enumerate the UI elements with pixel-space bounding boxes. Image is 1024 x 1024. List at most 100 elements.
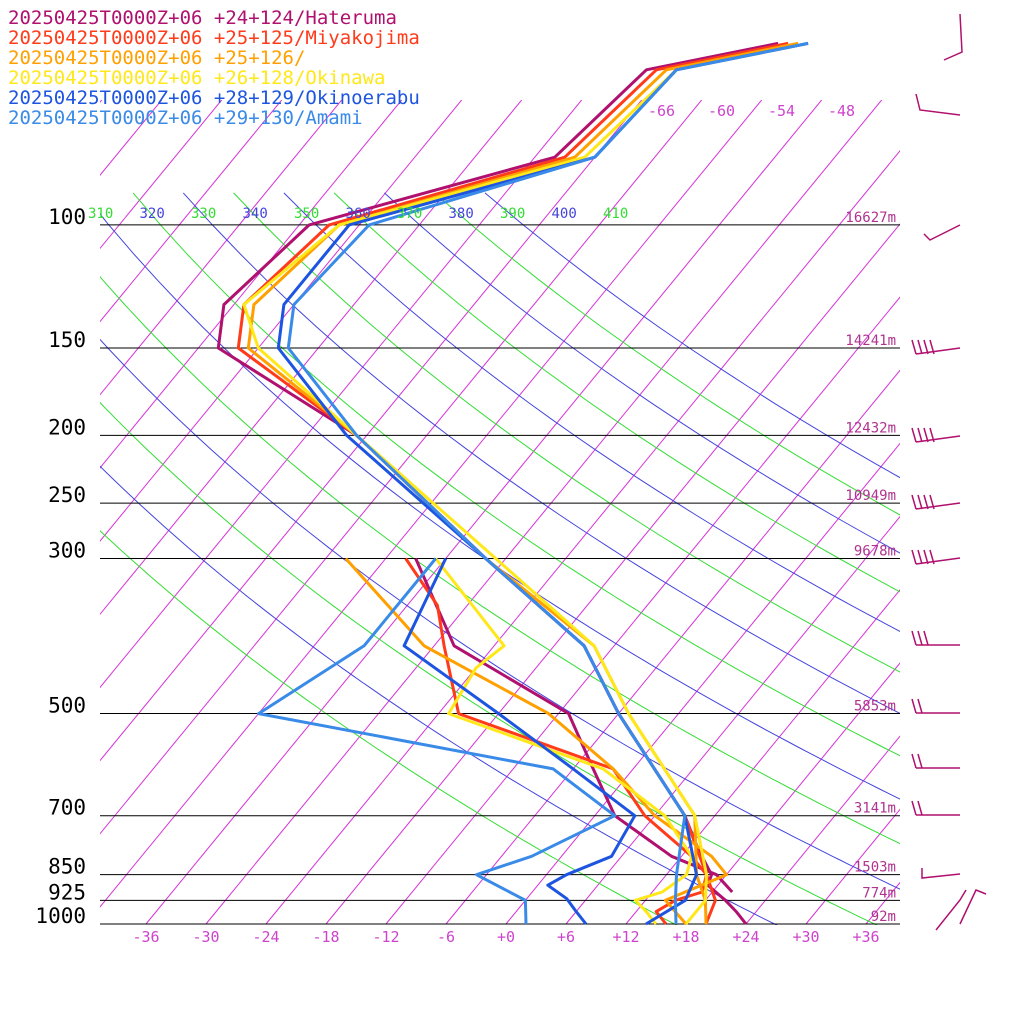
- theta-label: 350: [294, 206, 319, 222]
- sounding-profiles: [216, 41, 809, 926]
- wind-barb: [915, 93, 961, 116]
- dry-adiabat: [182, 192, 900, 715]
- height-label: 1503m: [854, 860, 896, 876]
- height-label: 774m: [862, 885, 896, 901]
- temperature-tick-label: -30: [192, 928, 219, 946]
- legend-entry: 20250425T0000Z+06 +25+125/Miyakojima: [8, 27, 420, 49]
- height-label: 14241m: [845, 333, 896, 349]
- isotherm: [100, 100, 703, 835]
- wind-barb: [911, 339, 961, 355]
- temperature-tick-label: +18: [672, 928, 699, 946]
- height-label: 10949m: [845, 488, 896, 504]
- isotherm: [926, 43, 1024, 924]
- theta-label: 390: [500, 206, 525, 222]
- dewpoint-line: [344, 557, 728, 925]
- wind-barb: [911, 800, 960, 816]
- temperature-line: [286, 41, 809, 925]
- pressure-label: 150: [48, 328, 86, 352]
- dewpoint-line: [404, 557, 708, 925]
- temperature-tick-label: +0: [497, 928, 515, 946]
- dry-adiabat: [132, 192, 900, 757]
- temperature-tick-label: -18: [312, 928, 339, 946]
- legend-entry: 20250425T0000Z+06 +24+124/Hateruma: [8, 7, 397, 29]
- temperature-tick-label: -36: [132, 928, 159, 946]
- isotherm: [385, 296, 900, 925]
- dry-adiabat: [434, 192, 900, 516]
- wind-barb: [911, 494, 961, 510]
- wind-barb: [935, 889, 967, 931]
- legend-entry: 20250425T0000Z+06 +26+128/Okinawa: [8, 67, 386, 89]
- pressure-label: 700: [48, 796, 86, 820]
- temperature-tick-label: +30: [792, 928, 819, 946]
- temperature-tick-label: +24: [732, 928, 759, 946]
- wind-barb: [923, 224, 961, 241]
- upper-temp-label: -66: [648, 102, 675, 120]
- isotherm: [100, 100, 643, 762]
- isotherm: [986, 43, 1024, 924]
- dewpoint-line: [402, 557, 637, 925]
- legend-entry: 20250425T0000Z+06 +29+130/Amami: [8, 107, 363, 129]
- legend-entry: 20250425T0000Z+06 +28+129/Okinoerabu: [8, 87, 420, 109]
- dry-adiabat: [484, 192, 900, 479]
- dewpoint-line: [414, 557, 734, 894]
- pressure-label: 100: [48, 205, 86, 229]
- isotherm: [0, 43, 28, 924]
- height-label: 92m: [871, 909, 896, 925]
- wind-barb: [911, 698, 960, 714]
- temperature-tick-label: +12: [612, 928, 639, 946]
- isotherm: [265, 150, 900, 925]
- height-label: 9678m: [854, 543, 896, 559]
- pressure-label: 1000: [35, 904, 86, 928]
- dewpoint-line: [257, 557, 617, 925]
- wind-barb: [911, 549, 961, 565]
- wind-barb: [911, 630, 960, 646]
- theta-label: 380: [449, 206, 474, 222]
- isotherm: [865, 881, 900, 925]
- temperature-tick-label: -12: [372, 928, 399, 946]
- height-label: 5853m: [854, 699, 896, 715]
- dry-adiabat: [384, 192, 900, 554]
- wind-barb: [911, 427, 961, 443]
- height-label: 16627m: [845, 210, 896, 226]
- isotherm: [685, 662, 900, 925]
- wind-barbs: [911, 13, 987, 931]
- isotherm: [805, 808, 900, 925]
- isotherm: [100, 100, 763, 908]
- theta-label: 330: [191, 206, 216, 222]
- theta-label: 400: [552, 206, 577, 222]
- wind-barb: [911, 753, 960, 769]
- temperature-line: [276, 41, 809, 926]
- pressure-label: 925: [48, 880, 86, 904]
- theta-label: 340: [243, 206, 268, 222]
- isotherm: [505, 442, 900, 925]
- isotherm: [100, 100, 403, 469]
- theta-label: 360: [346, 206, 371, 222]
- upper-temp-label: -54: [768, 102, 795, 120]
- isotherm: [205, 100, 883, 925]
- pressure-label: 300: [48, 538, 86, 562]
- dry-adiabat: [100, 401, 878, 925]
- temperature-line: [242, 41, 809, 925]
- theta-label: 370: [397, 206, 422, 222]
- isotherm: [100, 100, 463, 542]
- isotherm: [100, 100, 223, 250]
- theta-label: 410: [603, 206, 628, 222]
- legend: 20250425T0000Z+06 +24+124/Hateruma202504…: [8, 7, 420, 129]
- isotherm: [745, 735, 900, 925]
- legend-entry: 20250425T0000Z+06 +25+126/: [8, 47, 305, 69]
- theta-label: 320: [140, 206, 165, 222]
- wind-barb: [943, 13, 963, 61]
- temperature-tick-label: +6: [557, 928, 575, 946]
- height-label: 3141m: [854, 801, 896, 817]
- height-label: 12432m: [845, 420, 896, 436]
- temperature-tick-label: -6: [437, 928, 455, 946]
- axis-labels: 100 16627m 150 14241m 200 12432m 250 10949m 300 9…: [35, 102, 896, 946]
- isotherm: [625, 589, 900, 925]
- temperature-tick-label: +36: [852, 928, 879, 946]
- upper-temp-label: -48: [828, 102, 855, 120]
- dry-adiabat: [100, 530, 678, 925]
- wind-barb: [959, 889, 987, 925]
- isotherm: [100, 100, 283, 323]
- pressure-label: 200: [48, 415, 86, 439]
